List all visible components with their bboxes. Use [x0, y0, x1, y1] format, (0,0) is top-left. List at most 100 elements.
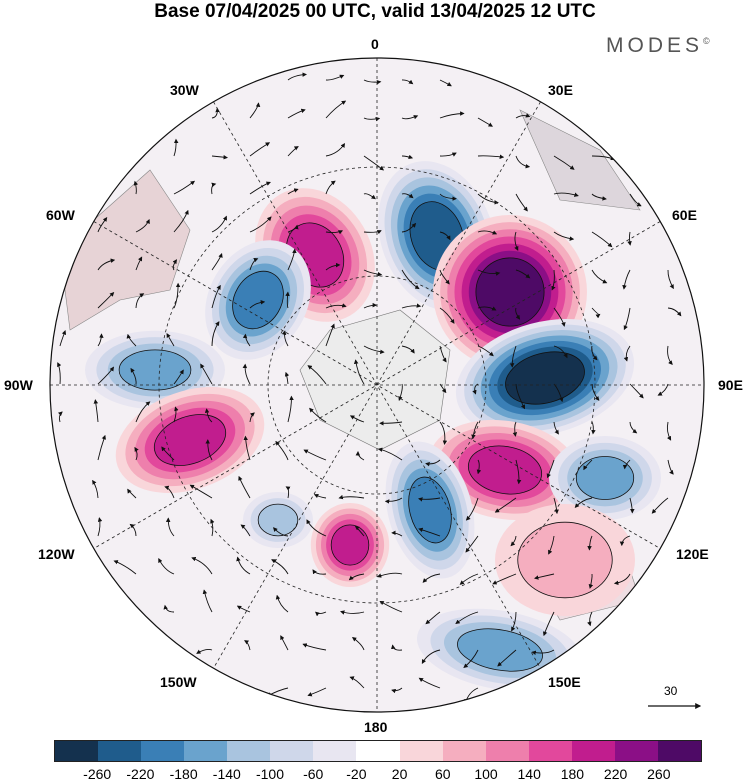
wind-vector [315, 611, 327, 617]
anomaly-se-low-1 [385, 441, 475, 579]
wind-vector [588, 573, 594, 589]
colorbar-segment-2 [141, 741, 185, 761]
wind-vector [287, 146, 299, 157]
wind-vector [666, 421, 672, 441]
lon-label-120w: 120W [38, 546, 75, 562]
wind-vector [275, 594, 289, 613]
wind-vector [351, 636, 365, 651]
wind-vector [512, 421, 518, 437]
wind-vector [126, 333, 137, 347]
wind-vector [287, 248, 297, 271]
wind-vector [439, 231, 451, 241]
wind-vector [591, 421, 596, 435]
wind-vector [307, 365, 327, 385]
wind-vector [242, 363, 251, 385]
wind-vector [667, 307, 682, 317]
brand-mark: © [703, 36, 710, 46]
wind-vector [309, 407, 327, 423]
wind-vector [363, 269, 383, 277]
wind-vector [211, 252, 223, 271]
wind-vector [613, 573, 631, 586]
wind-vector [353, 359, 365, 385]
wind-vector [338, 494, 365, 500]
wind-vector [379, 421, 403, 426]
wind-vector [325, 262, 341, 271]
wind-vector [287, 395, 294, 423]
lat-lon-grid [50, 58, 704, 712]
wind-vector [363, 193, 376, 200]
wind-vector [477, 117, 493, 127]
wind-vector [553, 192, 579, 197]
colorbar-tick: -180 [169, 766, 198, 782]
wind-vector [211, 182, 217, 195]
wind-vector [534, 573, 555, 580]
wind-vector [511, 611, 517, 632]
anomaly-w-high-1 [115, 386, 265, 494]
wind-vector [161, 446, 175, 461]
wind-vector [211, 107, 220, 119]
wind-vector [173, 180, 196, 195]
south-america-land [59, 169, 191, 331]
wind-vector [401, 115, 419, 120]
map-boundary [49, 57, 705, 713]
wind-vector [542, 611, 555, 637]
reference-vector-label: 30 [664, 684, 678, 698]
wind-vector [418, 677, 441, 689]
wind-vector [189, 484, 213, 499]
wind-vector [591, 307, 601, 319]
lon-label-0: 0 [371, 36, 379, 52]
wind-vector [629, 421, 638, 434]
wind-vector [425, 459, 441, 467]
lon-label-90w: 90W [4, 377, 33, 393]
wind-vector [349, 415, 365, 423]
colorbar-segment-10 [485, 741, 529, 761]
wind-vector [363, 345, 385, 355]
wind-vector [211, 284, 221, 309]
wind-vector [546, 459, 555, 479]
wind-vector [515, 113, 531, 119]
colorbar-tick: 180 [560, 766, 585, 782]
wind-vector [465, 497, 479, 521]
wind-vector [401, 345, 415, 354]
wind-vector [135, 218, 150, 233]
wind-vector [515, 383, 526, 410]
wind-vector [667, 269, 674, 290]
wind-vector [97, 258, 116, 271]
wind-vector [205, 439, 213, 461]
wind-vector [210, 518, 215, 537]
wind-vector [134, 446, 139, 461]
wind-vector [629, 497, 635, 514]
wind-vector [173, 369, 184, 385]
wind-vector [591, 193, 607, 201]
wind-vector [551, 269, 556, 291]
wind-vector [667, 459, 674, 475]
wind-vector [391, 687, 403, 694]
map-title: Base 07/04/2025 00 UTC, valid 13/04/2025… [154, 1, 596, 22]
wind-vector [657, 383, 669, 396]
wind-vector [191, 556, 213, 575]
wind-vector [553, 155, 575, 170]
wind-vector [249, 102, 261, 119]
wind-vector [439, 307, 455, 324]
wind-vector [398, 383, 403, 401]
wind-vector [325, 323, 335, 347]
colorbar-segment-6 [313, 741, 357, 761]
wind-vector [515, 307, 521, 320]
colorbar-segment-13 [614, 741, 658, 761]
wind-vector [515, 459, 522, 485]
wind-vector [622, 459, 631, 470]
wind-vector [92, 479, 99, 499]
wind-vector [202, 589, 213, 613]
wind-vector [163, 604, 175, 613]
wind-vector [477, 306, 497, 311]
wind-vector [348, 573, 365, 581]
wind-vector [401, 79, 414, 85]
wind-vector [97, 366, 115, 385]
wind-vector [165, 517, 175, 537]
wind-vector [355, 451, 365, 461]
wind-vector [242, 333, 251, 347]
wind-vector [287, 188, 299, 195]
wind-vector [421, 649, 441, 664]
wind-vector [390, 644, 403, 651]
wind-vector [303, 449, 327, 461]
